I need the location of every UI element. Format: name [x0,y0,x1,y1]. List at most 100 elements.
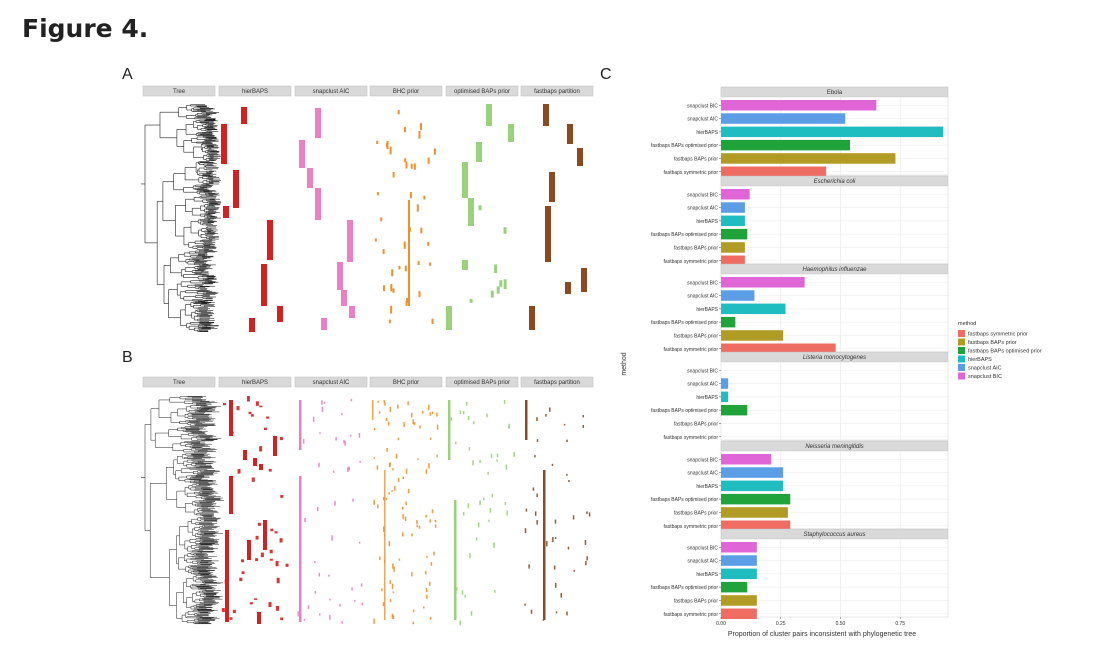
cluster-bar [388,319,391,324]
cluster-bar [505,464,508,470]
cluster-bar [577,148,583,166]
cluster-bar [429,262,432,266]
cluster-bar [566,611,568,616]
cluster-bar [428,404,430,411]
y-tick-label: fastbaps BAPs optimised prior [651,232,718,238]
cluster-bar [403,241,406,249]
cluster-bar [549,172,555,202]
cluster-bar [255,401,259,406]
cluster-bar [403,422,405,427]
cluster-bar [563,423,566,426]
facet-strip [369,85,443,97]
cluster-bar [316,506,319,512]
cluster-bar [588,512,591,517]
y-tick-label: snapclust BIC [687,545,718,551]
y-tick-label: fastbaps BAPs prior [674,333,719,339]
cluster-bar [259,405,263,408]
cluster-bar [279,538,283,543]
cluster-bar [299,476,302,622]
facet-panel [720,361,949,441]
cluster-bar [534,455,536,458]
cluster-bar [402,476,405,480]
cluster-bar [374,238,377,242]
cluster-bar [260,552,264,558]
facet-strip-label: fastbaps partition [534,380,580,386]
cluster-bar [343,440,345,444]
cluster-bar [489,508,492,513]
cluster-bar [386,141,389,149]
cluster-bar [567,124,573,144]
x-axis-title: Proportion of cluster pairs inconsistent… [728,631,916,638]
bar [721,507,788,518]
cluster-bar [483,497,485,501]
cluster-bar [524,528,527,534]
bar [721,303,786,315]
cluster-bar [436,424,439,430]
cluster-bar [383,400,386,403]
cluster-bar [241,107,247,124]
bar [721,608,757,619]
cluster-bar [573,569,576,572]
cluster-bar [314,561,316,564]
cluster-bar [358,433,361,438]
cluster-bar [551,463,554,466]
cluster-bar [404,516,407,521]
cluster-bar [475,537,478,541]
cluster-bar [229,476,233,514]
cluster-bar [285,563,289,567]
y-tick-label: fastbaps symmetric prior [664,347,719,353]
cluster-bar [402,532,404,537]
cluster-bar [499,280,503,287]
cluster-bar [397,477,400,482]
cluster-bar [459,410,462,415]
cluster-bar [351,587,353,591]
y-tick-label: fastbaps BAPs prior [674,245,719,251]
cluster-bar [257,612,261,624]
cluster-bar [391,583,394,589]
cluster-bar [524,603,526,606]
cluster-bar [237,469,241,474]
cluster-bar [277,306,283,322]
bar [721,378,729,389]
facet-strip-label: snapclust AIC [313,89,350,95]
cluster-bar [339,603,341,607]
cluster-bar [536,439,539,442]
y-tick-label: snapclust AIC [687,206,718,212]
bar [721,520,791,531]
cluster-bar [420,123,423,131]
cluster-bar [390,284,393,292]
y-tick-label: snapclust BIC [687,103,718,109]
legend-label: snapclust BIC [968,374,1002,380]
cluster-bar [275,560,279,567]
cluster-bar [273,436,277,456]
cluster-bar [250,414,254,417]
cluster-bar [221,608,225,613]
cluster-bar [581,268,587,292]
cluster-bar [379,556,381,561]
cluster-bar [349,306,355,318]
panel-a-tree [141,104,222,333]
cluster-bar [247,540,251,560]
y-tick-label: snapclust BIC [687,368,718,374]
cluster-bar [542,618,545,621]
cluster-bar [377,400,379,403]
cluster-bar [555,611,558,614]
cluster-bar [233,170,239,208]
cluster-bar [388,540,391,547]
cluster-bar [384,470,386,620]
cluster-bar [446,306,452,330]
bar [721,166,827,177]
cluster-bar [279,436,283,441]
cluster-bar [269,549,273,554]
cluster-bar [280,494,284,498]
legend-label: fastbaps BAPs optimised prior [968,349,1042,355]
facet-strip-label: Staphylococcus aureus [803,532,865,538]
facet-strip-label: Tree [173,380,186,386]
cluster-bar [392,288,395,293]
cluster-bar [259,446,263,452]
cluster-bar [464,594,466,598]
cluster-bar [429,437,432,440]
cluster-bar [469,553,471,559]
bar [721,153,896,164]
cluster-bar [376,504,379,509]
